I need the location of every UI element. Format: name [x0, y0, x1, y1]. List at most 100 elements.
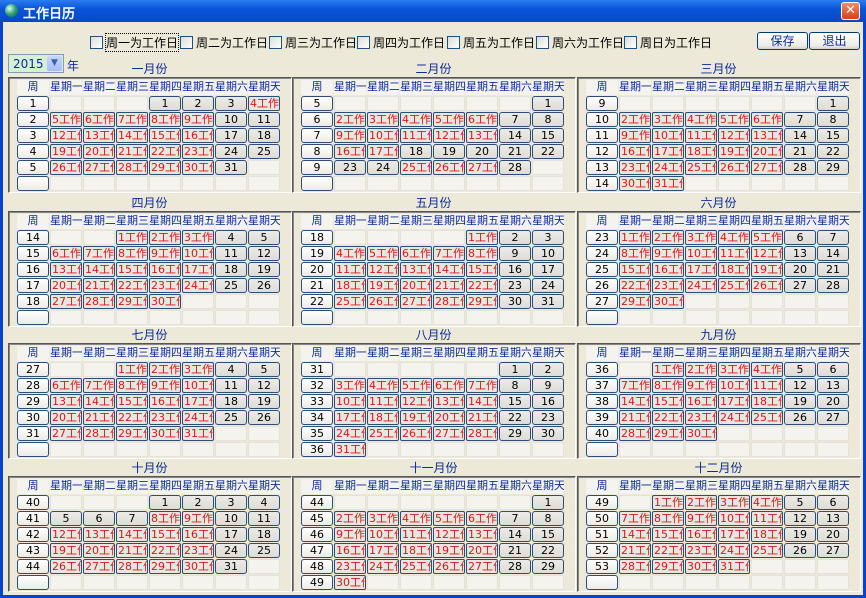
week-number-button[interactable]: 45 [301, 511, 333, 526]
day-off-cell[interactable]: 23 [499, 278, 531, 293]
workday-cell[interactable]: 5工作 [433, 511, 465, 526]
day-off-cell[interactable]: 2 [182, 96, 214, 111]
workday-cell[interactable]: 30工作 [619, 176, 651, 191]
week-number-button[interactable]: 29 [17, 394, 49, 409]
workday-cell[interactable]: 6工作 [50, 378, 82, 393]
day-off-cell[interactable]: 6 [784, 230, 816, 245]
workday-cell[interactable]: 13工作 [83, 527, 115, 542]
workday-cell[interactable]: 28工作 [83, 294, 115, 309]
day-off-cell[interactable]: 25 [215, 278, 247, 293]
week-number-button[interactable]: 48 [301, 559, 333, 574]
workday-cell[interactable]: 5工作 [400, 378, 432, 393]
workday-cell[interactable]: 6工作 [50, 246, 82, 261]
day-off-cell[interactable]: 25 [248, 543, 280, 558]
day-off-cell[interactable]: 11 [215, 378, 247, 393]
workday-cell[interactable]: 11工作 [718, 246, 750, 261]
workday-cell[interactable]: 7工作 [116, 112, 148, 127]
week-number-button[interactable]: 34 [301, 410, 333, 425]
workday-cell[interactable]: 9工作 [182, 511, 214, 526]
week-number-button[interactable] [301, 176, 333, 191]
workday-cell[interactable]: 7工作 [619, 511, 651, 526]
week-number-button[interactable]: 42 [17, 527, 49, 542]
week-number-button[interactable] [17, 442, 49, 457]
workday-cell[interactable]: 22工作 [466, 278, 498, 293]
week-number-button[interactable]: 40 [586, 426, 618, 441]
workday-cell[interactable]: 16工作 [652, 262, 684, 277]
workday-cell[interactable]: 2工作 [652, 230, 684, 245]
week-number-button[interactable] [586, 310, 618, 325]
week-number-button[interactable]: 11 [586, 128, 618, 143]
week-number-button[interactable]: 7 [301, 128, 333, 143]
week-number-button[interactable]: 22 [301, 294, 333, 309]
day-off-cell[interactable]: 14 [499, 527, 531, 542]
workday-cell[interactable]: 22工作 [116, 410, 148, 425]
week-number-button[interactable]: 38 [586, 394, 618, 409]
workday-cell[interactable]: 18工作 [751, 527, 783, 542]
day-off-cell[interactable]: 1 [149, 96, 181, 111]
workday-cell[interactable]: 28工作 [619, 426, 651, 441]
workday-cell[interactable]: 8工作 [149, 112, 181, 127]
workday-cell[interactable]: 12工作 [50, 128, 82, 143]
workday-cell[interactable]: 24工作 [182, 278, 214, 293]
option-checkbox-6[interactable]: 周六为工作日 [536, 34, 624, 51]
week-number-button[interactable]: 33 [301, 394, 333, 409]
day-off-cell[interactable]: 10 [215, 511, 247, 526]
workday-cell[interactable]: 1工作 [652, 362, 684, 377]
workday-cell[interactable]: 17工作 [718, 394, 750, 409]
workday-cell[interactable]: 26工作 [50, 559, 82, 574]
workday-cell[interactable]: 9工作 [334, 527, 366, 542]
workday-cell[interactable]: 16工作 [619, 144, 651, 159]
day-off-cell[interactable]: 29 [532, 559, 564, 574]
day-off-cell[interactable]: 21 [784, 144, 816, 159]
workday-cell[interactable]: 13工作 [50, 262, 82, 277]
day-off-cell[interactable]: 31 [215, 160, 247, 175]
workday-cell[interactable]: 24工作 [182, 410, 214, 425]
day-off-cell[interactable]: 31 [215, 559, 247, 574]
workday-cell[interactable]: 2工作 [619, 112, 651, 127]
day-off-cell[interactable]: 5 [248, 230, 280, 245]
day-off-cell[interactable]: 22 [532, 543, 564, 558]
option-checkbox-5[interactable]: 周五为工作日 [447, 34, 535, 51]
workday-cell[interactable]: 4工作 [334, 246, 366, 261]
workday-cell[interactable]: 14工作 [83, 262, 115, 277]
day-off-cell[interactable]: 7 [499, 112, 531, 127]
workday-cell[interactable]: 10工作 [652, 128, 684, 143]
workday-cell[interactable]: 2工作 [685, 495, 717, 510]
save-button[interactable]: 保存 [757, 32, 808, 50]
week-number-button[interactable]: 25 [586, 262, 618, 277]
day-off-cell[interactable]: 8 [817, 112, 849, 127]
workday-cell[interactable]: 29工作 [652, 559, 684, 574]
week-number-button[interactable] [17, 310, 49, 325]
day-off-cell[interactable]: 5 [784, 362, 816, 377]
day-off-cell[interactable]: 8 [532, 511, 564, 526]
week-number-button[interactable]: 28 [17, 378, 49, 393]
checkbox-icon[interactable] [447, 36, 460, 49]
workday-cell[interactable]: 4工作 [367, 378, 399, 393]
workday-cell[interactable]: 8工作 [619, 246, 651, 261]
day-off-cell[interactable]: 24 [215, 144, 247, 159]
week-number-button[interactable]: 9 [301, 160, 333, 175]
workday-cell[interactable]: 10工作 [182, 246, 214, 261]
day-off-cell[interactable]: 23 [334, 160, 366, 175]
workday-cell[interactable]: 8工作 [149, 511, 181, 526]
workday-cell[interactable]: 29工作 [466, 294, 498, 309]
workday-cell[interactable]: 29工作 [652, 426, 684, 441]
workday-cell[interactable]: 27工作 [466, 559, 498, 574]
workday-cell[interactable]: 21工作 [466, 410, 498, 425]
day-off-cell[interactable]: 19 [248, 394, 280, 409]
workday-cell[interactable]: 6工作 [466, 511, 498, 526]
week-number-button[interactable]: 52 [586, 543, 618, 558]
workday-cell[interactable]: 16工作 [685, 394, 717, 409]
workday-cell[interactable]: 24工作 [367, 559, 399, 574]
day-off-cell[interactable]: 18 [215, 394, 247, 409]
workday-cell[interactable]: 27工作 [83, 559, 115, 574]
workday-cell[interactable]: 17工作 [652, 144, 684, 159]
